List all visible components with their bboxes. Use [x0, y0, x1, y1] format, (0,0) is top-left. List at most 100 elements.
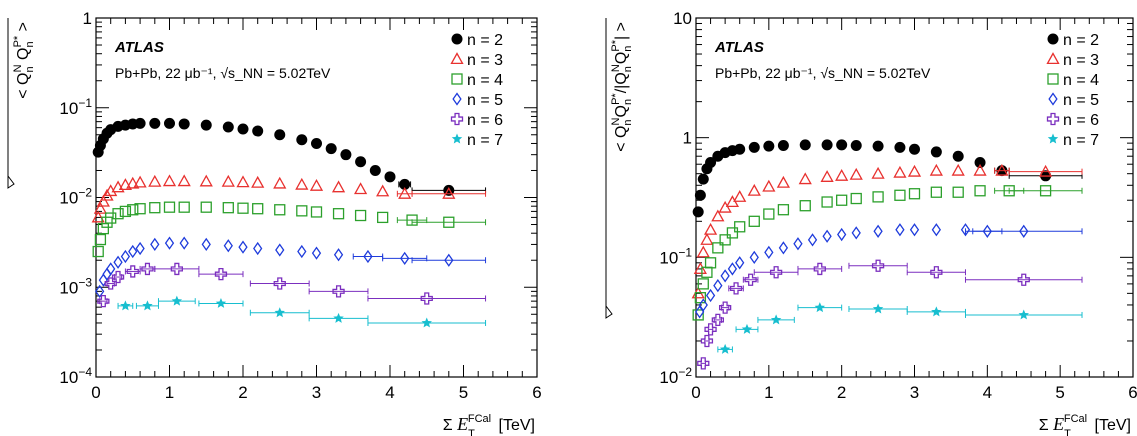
tick-base: 10	[59, 189, 78, 208]
data-point	[872, 140, 884, 152]
x-tick-label: 0	[91, 383, 100, 402]
data-point	[275, 243, 285, 257]
legend-marker	[450, 112, 464, 126]
legend-marker	[1047, 133, 1059, 144]
data-point	[719, 234, 731, 246]
data-point	[836, 194, 848, 206]
legend-label: n = 6	[467, 112, 503, 129]
data-point	[443, 216, 455, 228]
y-label-part: n	[24, 66, 36, 72]
data-point	[909, 223, 920, 237]
x-label-sigma: Σ	[443, 417, 457, 434]
data-point	[94, 233, 107, 246]
data-point	[718, 301, 732, 314]
series-2	[692, 139, 1083, 218]
series-3	[91, 174, 487, 223]
x-label-sigma: Σ	[1039, 417, 1053, 434]
data-point	[908, 188, 921, 200]
data-point	[727, 262, 738, 276]
data-point	[118, 178, 133, 190]
y-label-part: < Q	[15, 73, 32, 99]
data-point	[127, 204, 139, 216]
y-label-part: N	[610, 64, 622, 72]
data-point	[170, 262, 184, 276]
data-point	[700, 233, 714, 245]
data-point	[799, 200, 811, 212]
data-point	[215, 297, 227, 308]
x-tick-label: 2	[238, 383, 247, 402]
data-point	[252, 203, 264, 215]
data-point	[982, 224, 992, 238]
data-point	[274, 204, 286, 216]
y-tick-label: 10−4	[59, 365, 92, 387]
data-point	[222, 202, 234, 214]
data-point	[711, 313, 724, 327]
legend-marker	[1047, 73, 1059, 85]
y-axis-label-text: < QnNQnP*/|QnNQnP*| >	[610, 22, 634, 152]
data-point	[95, 284, 105, 298]
data-point	[120, 249, 131, 264]
data-point	[199, 174, 213, 187]
data-point	[149, 117, 161, 129]
y-label-part: /|Q	[613, 72, 630, 93]
data-point	[850, 192, 862, 205]
y-label-part: Q	[15, 48, 32, 65]
legend-label: n = 2	[467, 32, 503, 49]
data-point	[693, 262, 707, 274]
data-point	[331, 180, 346, 193]
data-point	[694, 189, 706, 201]
data-point	[178, 201, 190, 213]
data-point	[907, 164, 922, 177]
series-5	[694, 223, 1083, 319]
data-point	[134, 203, 146, 215]
tick-base: 10	[59, 368, 78, 387]
y-label-part: | >	[613, 22, 630, 40]
x-tick-label: 0	[691, 383, 700, 402]
data-point	[149, 202, 161, 214]
tick-base: 10	[59, 99, 78, 118]
data-point	[297, 244, 307, 259]
data-point	[237, 123, 249, 135]
data-point	[837, 227, 847, 242]
data-point	[851, 226, 861, 240]
y-label-part: n	[622, 119, 634, 125]
data-point	[353, 182, 368, 195]
data-point	[200, 119, 212, 131]
legend-marker	[1046, 52, 1060, 65]
legend-label: n = 7	[1063, 132, 1099, 149]
data-point	[442, 186, 456, 199]
data-point	[126, 176, 140, 189]
data-point	[734, 143, 746, 155]
data-point	[952, 186, 964, 198]
y-label-part: n	[622, 66, 634, 72]
data-point	[1039, 185, 1052, 197]
data-point	[822, 229, 832, 243]
data-point	[177, 174, 191, 187]
data-point	[311, 246, 322, 260]
tick-base: 10	[659, 248, 678, 267]
y-axis-label: < QnNQnP*/|QnNQnP*| >	[610, 22, 634, 152]
data-point	[376, 211, 389, 224]
series-5	[95, 236, 487, 298]
data-point	[952, 150, 964, 162]
series-2	[92, 117, 487, 196]
subtitle: Pb+Pb, 22 μb⁻¹, √s_NN = 5.02TeV	[715, 65, 931, 81]
y-tick-label: 10−1	[59, 96, 92, 118]
data-point	[236, 175, 250, 188]
y-label-part: n	[622, 46, 634, 52]
data-point	[444, 253, 454, 267]
data-point	[142, 300, 153, 311]
data-point	[770, 314, 782, 325]
data-point	[96, 194, 110, 207]
y-label-part: < Q	[613, 126, 630, 152]
data-point	[164, 117, 175, 129]
data-point	[778, 241, 789, 255]
data-point	[398, 186, 412, 199]
legend-marker	[450, 52, 464, 65]
tick-exponent: −1	[678, 245, 692, 259]
series-4	[92, 201, 487, 258]
data-point	[821, 139, 833, 151]
atlas-label: ATLAS	[714, 39, 764, 56]
data-point	[399, 178, 411, 190]
data-point	[93, 201, 108, 214]
